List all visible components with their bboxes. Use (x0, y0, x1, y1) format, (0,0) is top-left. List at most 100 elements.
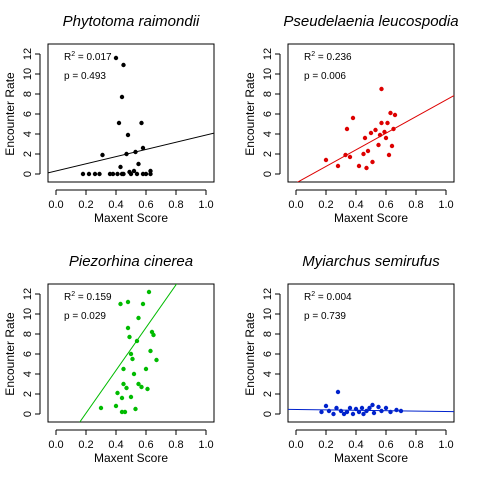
data-point (131, 168, 137, 174)
y-axis: 0 2 4 6 8 10 12 (22, 48, 41, 177)
chart-title: Phytotoma raimondii (63, 13, 200, 30)
x-axis: 0.0 0.2 0.4 0.6 0.8 1.0 (48, 429, 214, 451)
data-point (116, 120, 122, 126)
y-axis-label: Encounter Rate (243, 312, 257, 396)
data-point (382, 129, 387, 135)
data-point (383, 405, 389, 411)
chart-panel-2: Pseudelaenia leucospodia 0.0 0.2 0.4 0.6 0.8 1… (243, 13, 459, 225)
data-point (392, 112, 398, 118)
data-point (398, 408, 404, 414)
x-axis-label: Maxent Score (94, 451, 168, 465)
data-point (370, 402, 375, 408)
data-point (385, 120, 390, 126)
data-point (133, 406, 138, 412)
y-tick-label: 0 (22, 171, 34, 177)
y-tick-label: 10 (262, 68, 274, 80)
data-point (361, 411, 366, 417)
data-point (136, 161, 141, 167)
data-points (323, 86, 398, 171)
data-point (356, 409, 362, 415)
x-tick-label: 0.6 (378, 199, 393, 211)
data-point (148, 168, 153, 174)
data-point (388, 409, 393, 415)
x-tick-label: 0.0 (288, 439, 303, 451)
data-point (344, 409, 350, 415)
y-tick-label: 12 (262, 288, 274, 300)
data-point (136, 381, 141, 387)
x-axis-label: Maxent Score (334, 451, 408, 465)
data-point (371, 410, 377, 416)
data-point (134, 171, 140, 177)
data-point (391, 126, 396, 132)
y-tick-label: 2 (262, 391, 274, 397)
data-point (133, 149, 138, 155)
data-point (362, 135, 368, 141)
data-point (128, 351, 134, 357)
data-point (356, 163, 362, 169)
x-tick-label: 0.0 (48, 439, 63, 451)
data-point (394, 407, 399, 413)
regression-line (79, 284, 178, 422)
data-point (154, 357, 159, 363)
r-squared-label: R2 = 0.236 (304, 51, 352, 63)
data-point (131, 371, 137, 377)
data-point (124, 385, 129, 391)
x-tick-label: 0.6 (138, 199, 153, 211)
x-tick-label: 0.2 (78, 439, 93, 451)
x-axis: 0.0 0.2 0.4 0.6 0.8 1.0 (288, 189, 454, 211)
x-tick-label: 0.4 (108, 199, 123, 211)
y-tick-label: 0 (262, 171, 274, 177)
data-point (326, 408, 332, 414)
data-point (125, 132, 131, 138)
data-point (113, 403, 119, 409)
y-tick-label: 2 (22, 151, 34, 157)
data-point (347, 405, 353, 411)
data-point (125, 325, 131, 331)
data-point (376, 404, 381, 410)
y-axis-label: Encounter Rate (3, 312, 17, 396)
y-axis-label: Encounter Rate (3, 72, 17, 156)
y-tick-label: 4 (262, 131, 274, 137)
data-points (98, 289, 159, 415)
data-point (353, 406, 359, 412)
data-point (368, 130, 374, 136)
p-value-label: p = 0.739 (304, 311, 346, 322)
data-point (127, 334, 132, 340)
data-point (319, 409, 324, 415)
y-tick-label: 8 (22, 331, 34, 337)
data-point (113, 55, 119, 61)
chart-title: Piezorhina cinerea (69, 253, 193, 270)
data-point (365, 148, 371, 154)
data-point (119, 395, 125, 401)
x-tick-label: 0.2 (78, 199, 93, 211)
x-tick-label: 0.4 (348, 199, 363, 211)
x-tick-label: 0.4 (108, 439, 123, 451)
data-point (140, 301, 146, 307)
data-point (97, 171, 102, 177)
y-tick-label: 6 (262, 351, 274, 357)
data-point (124, 151, 129, 157)
data-point (343, 152, 348, 158)
y-tick-label: 4 (22, 131, 34, 137)
data-point (118, 301, 123, 307)
data-point (389, 143, 395, 149)
data-point (350, 411, 356, 417)
x-axis-label: Maxent Score (334, 211, 408, 225)
data-point (323, 403, 329, 409)
data-point (361, 151, 366, 157)
data-point (139, 384, 144, 390)
data-point (92, 171, 98, 177)
r-squared-label: R2 = 0.017 (64, 51, 112, 63)
data-points (80, 55, 153, 177)
y-axis-label: Encounter Rate (243, 72, 257, 156)
data-point (115, 390, 120, 396)
data-point (373, 127, 378, 133)
regression-line (48, 132, 214, 174)
y-tick-label: 4 (22, 371, 34, 377)
x-tick-label: 0.8 (408, 199, 423, 211)
chart-panel-1: Phytotoma raimondii 0.0 0.2 0.4 0.6 0.8 1.0 Max… (3, 13, 215, 225)
data-point (386, 152, 392, 158)
y-tick-label: 10 (22, 68, 34, 80)
r-squared-label: R2 = 0.004 (304, 291, 352, 303)
y-tick-label: 8 (22, 91, 34, 97)
